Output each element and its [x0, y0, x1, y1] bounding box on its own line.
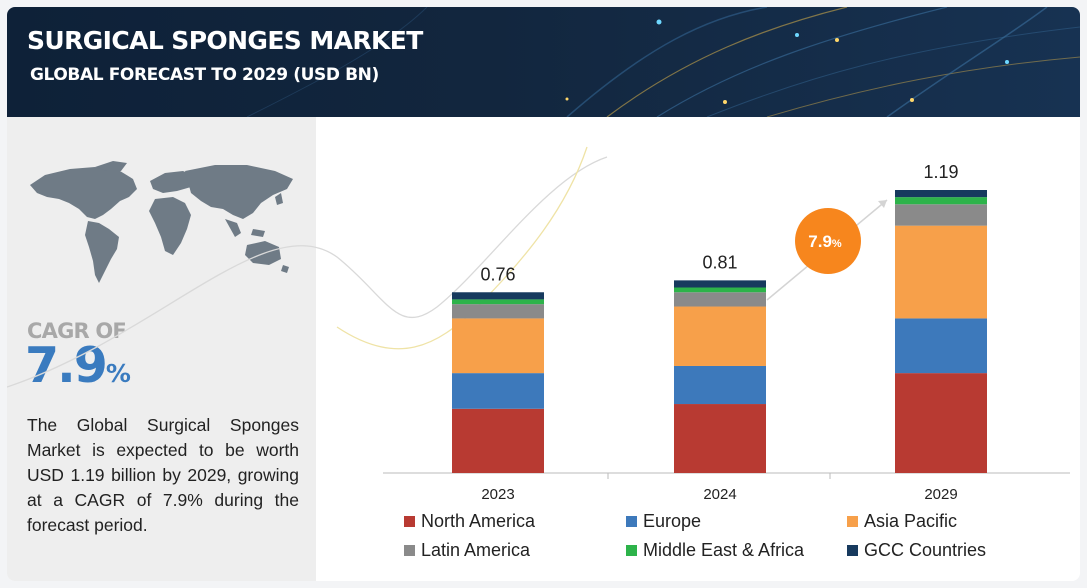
- stacked-bar-chart: 0.76 2023 0.81 2024 1.19 2029 7.9%: [7, 146, 1070, 503]
- cagr-number: 7.9: [25, 337, 108, 394]
- bar-segment-2024-latin-america: [674, 292, 766, 307]
- bar-segment-2023-middle-east-africa: [452, 299, 544, 305]
- legend-label: Latin America: [421, 540, 531, 560]
- bar-segment-2024-middle-east-africa: [674, 287, 766, 293]
- legend-item-north-america: North America: [404, 511, 535, 532]
- bar-total-label: 0.76: [480, 264, 515, 284]
- page-subtitle: GLOBAL FORECAST TO 2029 (USD BN): [30, 65, 379, 85]
- market-description: The Global Surgical Sponges Market is ex…: [27, 415, 299, 535]
- world-map-icon: [30, 161, 293, 283]
- bar-segment-2024-north-america: [674, 404, 766, 473]
- bar-segment-2024-gcc-countries: [674, 280, 766, 288]
- header-banner: SURGICAL SPONGES MARKET GLOBAL FORECAST …: [7, 7, 1080, 117]
- cagr-percent-sign: %: [105, 359, 131, 388]
- bar-segment-2029-europe: [895, 318, 987, 374]
- legend-label: North America: [421, 511, 536, 531]
- growth-arrow-head: [878, 200, 887, 208]
- bar-segment-2024-asia-pacific: [674, 306, 766, 366]
- decorative-swoosh-gray: [7, 156, 608, 388]
- bar-total-label: 1.19: [923, 162, 958, 182]
- legend-item-asia-pacific: Asia Pacific: [847, 511, 957, 532]
- bar-segment-2023-gcc-countries: [452, 292, 544, 300]
- page-title: SURGICAL SPONGES MARKET: [27, 26, 423, 55]
- chart-legend: North America Europe Asia Pacific Latin Ame…: [404, 511, 1054, 571]
- legend-label: Asia Pacific: [864, 511, 958, 531]
- x-tick-label: 2029: [924, 486, 957, 503]
- summary-panel: CAGR OF 7.9% The Global Surgical Sponges…: [7, 117, 316, 581]
- bar-segment-2029-asia-pacific: [895, 225, 987, 319]
- cagr-value: 7.9%: [25, 339, 131, 393]
- bar-total-label: 0.81: [702, 252, 737, 272]
- cagr-badge-unit: %: [832, 238, 842, 250]
- bar-segment-2029-north-america: [895, 373, 987, 473]
- legend-swatch: [847, 516, 858, 527]
- legend-swatch: [626, 545, 637, 556]
- bar-segment-2023-latin-america: [452, 304, 544, 319]
- bar-segment-2023-asia-pacific: [452, 318, 544, 374]
- x-tick-label: 2023: [481, 486, 514, 503]
- bar-segment-2029-gcc-countries: [895, 190, 987, 198]
- bar-segment-2029-middle-east-africa: [895, 197, 987, 205]
- legend-item-middle-east-africa: Middle East & Africa: [626, 540, 804, 561]
- bar-segment-2023-north-america: [452, 408, 544, 473]
- legend-item-latin-america: Latin America: [404, 540, 530, 561]
- legend-swatch: [847, 545, 858, 556]
- cagr-badge: [795, 208, 861, 274]
- legend-swatch: [626, 516, 637, 527]
- legend-item-gcc-countries: GCC Countries: [847, 540, 986, 561]
- header-decoration: [246, 7, 1080, 117]
- bar-segment-2023-europe: [452, 373, 544, 409]
- legend-label: Middle East & Africa: [643, 540, 805, 560]
- legend-item-europe: Europe: [626, 511, 701, 532]
- legend-swatch: [404, 516, 415, 527]
- legend-label: GCC Countries: [864, 540, 987, 560]
- infographic-card: SURGICAL SPONGES MARKET GLOBAL FORECAST …: [7, 7, 1080, 581]
- x-tick-label: 2024: [703, 486, 736, 503]
- bar-segment-2024-europe: [674, 365, 766, 405]
- legend-swatch: [404, 545, 415, 556]
- legend-label: Europe: [643, 511, 702, 531]
- bar-segment-2029-latin-america: [895, 204, 987, 226]
